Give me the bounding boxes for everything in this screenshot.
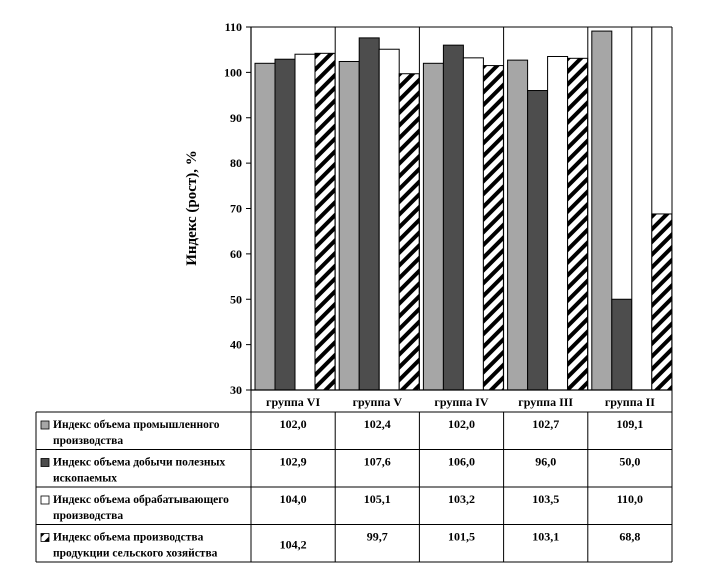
bar xyxy=(631,26,653,391)
data-label: 102,0 xyxy=(448,417,475,431)
bar xyxy=(378,48,400,391)
legend-swatch xyxy=(40,533,50,542)
category-label: группа III xyxy=(518,395,573,409)
data-label: 102,7 xyxy=(532,417,559,431)
series-label: ископаемых xyxy=(53,473,117,485)
bar xyxy=(314,52,336,391)
data-label: 68,8 xyxy=(619,530,640,544)
bar xyxy=(567,57,589,391)
bar xyxy=(338,60,360,391)
data-label: 109,1 xyxy=(616,417,643,431)
bar xyxy=(591,30,613,391)
bar xyxy=(422,62,444,391)
data-label: 102,0 xyxy=(280,417,307,431)
bar xyxy=(274,58,296,391)
y-tick-label: 30 xyxy=(230,383,242,397)
bar xyxy=(358,37,380,391)
data-label: 102,9 xyxy=(280,455,307,469)
data-label: 50,0 xyxy=(619,455,640,469)
series-label: продукции сельского хозяйства xyxy=(53,548,218,560)
y-tick-label: 70 xyxy=(230,202,242,216)
table-row: Индекс объема промышленного производства 1… xyxy=(40,417,643,447)
data-label: 105,1 xyxy=(364,492,391,506)
bar xyxy=(507,59,529,391)
bar xyxy=(442,44,464,391)
legend-swatch xyxy=(40,495,50,505)
category-label: группа V xyxy=(353,395,403,409)
y-tick-label: 50 xyxy=(230,292,242,306)
series-label: Индекс объема производства xyxy=(53,532,204,544)
y-tick-label: 90 xyxy=(230,111,242,125)
bar xyxy=(462,57,484,391)
category-label: группа IV xyxy=(434,395,488,409)
series-label: Индекс объема добычи полезных xyxy=(53,457,226,469)
data-label: 96,0 xyxy=(535,455,556,469)
series-label: производства xyxy=(53,435,123,447)
y-tick-label: 100 xyxy=(224,65,242,79)
series-label: производства xyxy=(53,510,123,522)
data-label: 104,2 xyxy=(280,538,307,552)
data-label: 101,5 xyxy=(448,530,475,544)
legend-swatch xyxy=(40,420,50,430)
series-label: Индекс объема обрабатывающего xyxy=(53,494,229,506)
data-label: 103,1 xyxy=(532,530,559,544)
bar xyxy=(611,298,633,391)
category-label: группа II xyxy=(605,395,655,409)
bar xyxy=(398,73,420,391)
y-tick-label: 40 xyxy=(230,338,242,352)
y-tick-label: 80 xyxy=(230,156,242,170)
bar xyxy=(294,53,316,391)
series-label: Индекс объема промышленного xyxy=(53,419,220,431)
bar xyxy=(547,55,569,391)
data-label: 104,0 xyxy=(280,492,307,506)
data-label: 102,4 xyxy=(364,417,391,431)
data-label: 103,5 xyxy=(532,492,559,506)
data-label: 107,6 xyxy=(364,455,391,469)
bar xyxy=(527,90,549,391)
data-label: 99,7 xyxy=(367,530,388,544)
data-label: 103,2 xyxy=(448,492,475,506)
y-axis-title: Индекс (рост), % xyxy=(184,150,200,266)
data-label: 106,0 xyxy=(448,455,475,469)
category-label: группа VI xyxy=(266,395,320,409)
data-label: 110,0 xyxy=(617,492,643,506)
table-row: Индекс объема производства продукции сель… xyxy=(40,530,640,560)
bar xyxy=(254,62,276,391)
bar xyxy=(651,213,673,391)
table-row: Индекс объема обрабатывающего производств… xyxy=(40,492,643,522)
y-tick-label: 110 xyxy=(225,20,242,34)
y-tick-label: 60 xyxy=(230,247,242,261)
legend-swatch xyxy=(40,458,50,467)
table-row: Индекс объема добычи полезных ископаемых 1… xyxy=(40,455,640,485)
bar xyxy=(482,65,504,391)
